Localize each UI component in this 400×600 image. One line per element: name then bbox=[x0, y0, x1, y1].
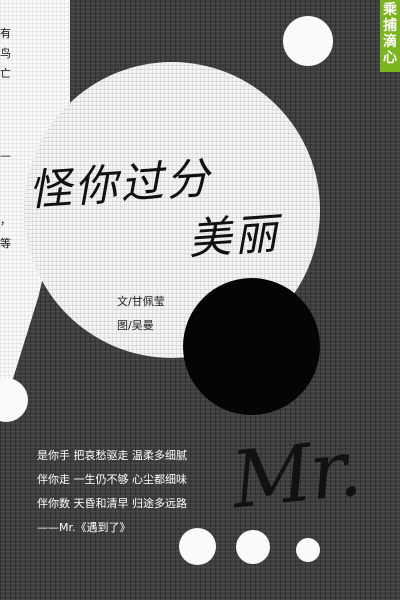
paper-fragment: — bbox=[0, 149, 11, 162]
badge-char: 捕 bbox=[383, 18, 397, 34]
brand-badge: 乘 捕 滴 心 bbox=[380, 0, 400, 72]
top-white-circle bbox=[283, 16, 333, 66]
paper-fragment: 有 bbox=[0, 27, 11, 40]
white-dot bbox=[296, 538, 320, 562]
paper-fragment: 鸟 bbox=[0, 47, 11, 60]
illustrator-credit: 图/吴曼 bbox=[117, 319, 154, 332]
left-white-circle bbox=[0, 378, 28, 422]
badge-char: 乘 bbox=[383, 2, 397, 18]
poem: 是你手 把哀愁驱走 温柔多细腻 伴你走 一生仍不够 心尘都细味 伴你数 天昏和清… bbox=[37, 444, 237, 540]
badge-char: 滴 bbox=[383, 34, 397, 50]
badge-char: 心 bbox=[383, 50, 397, 66]
poem-line: 伴你数 天昏和清早 归途多远路 bbox=[37, 497, 187, 510]
mr-signature: Mr. bbox=[227, 423, 364, 527]
title-line-2: 美丽 bbox=[186, 208, 282, 266]
author-credit: 文/甘佩莹 bbox=[117, 295, 165, 308]
paper-fragment: 亡 bbox=[0, 67, 11, 80]
poem-line: 是你手 把哀愁驱走 温柔多细腻 bbox=[37, 449, 187, 462]
poem-line: ——Mr.《遇到了》 bbox=[37, 521, 131, 534]
black-circle bbox=[183, 278, 320, 415]
paper-fragment: 等 bbox=[0, 237, 11, 250]
poem-line: 伴你走 一生仍不够 心尘都细味 bbox=[37, 473, 187, 486]
paper-fragment: ， bbox=[0, 214, 11, 227]
white-dot bbox=[179, 528, 216, 565]
white-dot bbox=[236, 530, 270, 564]
